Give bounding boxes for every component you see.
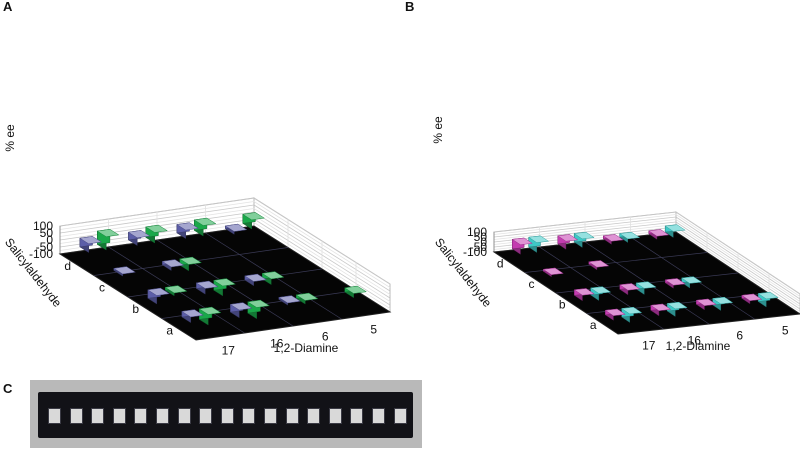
bar [573,288,595,302]
well [48,408,61,424]
y-tick-label: c [529,277,535,291]
bar [127,230,151,246]
z-tick-label: 0 [480,235,487,249]
y-tick-label: d [497,256,504,270]
z-tick-label: 100 [467,225,487,239]
bar [604,308,626,321]
bar [161,259,185,271]
bar [176,222,200,239]
y-tick-label: c [99,280,105,294]
z-axis-label: % ee [3,124,17,152]
x-tick-label: 6 [736,329,743,343]
bar [635,281,657,295]
bar [198,306,222,326]
y-tick-label: b [559,297,566,311]
bar [181,309,205,324]
well [177,408,191,424]
well [220,408,234,424]
z-axis-label: % ee [431,116,445,144]
bar [145,224,169,244]
bar [680,276,703,289]
z-tick-label: -100 [29,247,53,261]
bar [344,285,368,299]
well [112,408,126,424]
y-tick-label: a [166,323,173,337]
bar [179,256,203,272]
bar [261,271,285,286]
panel-label-a: A [3,0,13,14]
bar [164,285,188,297]
bar [229,302,253,319]
bar [589,286,612,301]
z-tick-label: -50 [36,240,54,254]
x-tick-label: 17 [642,339,656,353]
bar [147,287,171,305]
x-tick-label: 5 [782,324,789,338]
x-tick-label: 5 [370,323,377,337]
well [393,408,407,424]
x-axis-label: 1,2-Diamine [274,341,339,355]
bar [588,260,610,271]
bar [195,280,219,295]
x-tick-label: 16 [270,337,284,351]
bar [511,237,533,255]
panel-label-c: C [3,381,13,396]
bar [224,223,248,235]
well [242,408,256,424]
bar [295,292,319,305]
bar [244,273,268,287]
well [91,408,105,424]
panel-label-b: B [405,0,415,14]
z-tick-label: -50 [470,240,488,254]
well [285,408,299,424]
z-tick-label: 0 [46,233,53,247]
bar [113,266,137,277]
well [134,408,148,424]
bar [664,224,686,238]
z-tick-label: 100 [33,219,53,233]
well [199,408,213,424]
well [328,408,342,424]
y-tick-label: a [590,318,597,332]
x-tick-label: 17 [222,344,236,358]
x-tick-label: 16 [688,334,702,348]
bar [542,267,564,278]
bar [96,229,120,251]
y-tick-label: d [64,259,71,273]
z-tick-label: -100 [463,245,487,259]
bar [213,278,237,297]
bar [602,234,624,245]
bar [247,299,271,320]
bar [664,278,686,289]
bar [527,235,550,253]
x-tick-label: 6 [322,330,329,344]
well [264,408,277,424]
well [307,408,321,424]
bar [648,229,670,240]
bar [242,212,266,230]
bar [557,234,579,250]
bar [695,298,717,311]
bar [193,217,217,237]
well [69,408,83,424]
well-plate-photo [30,380,422,448]
bar [619,283,641,296]
well [372,408,385,424]
bar [618,231,641,243]
z-tick-label: 50 [40,226,54,240]
x-axis-label: 1,2-Diamine [666,339,731,353]
well-plate-strip [38,392,413,438]
bar [79,236,103,253]
well [350,408,364,424]
well [156,408,169,424]
bar [278,295,302,306]
z-tick-label: 50 [474,230,488,244]
bar [741,293,763,305]
bar [650,303,672,317]
y-tick-label: b [132,302,139,316]
